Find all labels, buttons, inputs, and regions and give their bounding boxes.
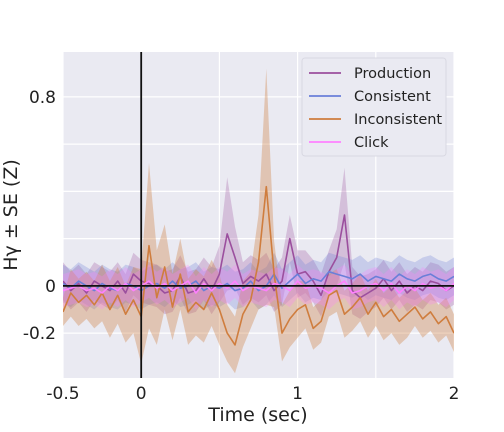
- legend-label-inconsistent: Inconsistent: [354, 112, 442, 128]
- x-tick-label: 1: [292, 384, 303, 404]
- x-axis-label: Time (sec): [207, 404, 307, 426]
- x-tick-label: -0.5: [46, 384, 79, 404]
- series-line-consistent: [63, 270, 454, 292]
- error-band-inconsistent: [63, 68, 454, 374]
- y-axis-label: Hγ ± SE (Z): [0, 159, 22, 270]
- legend-label-click: Click: [354, 135, 389, 151]
- legend-box: [301, 57, 447, 157]
- tick-labels: -0.5 0 1 2 -0.2 0 0.8: [23, 88, 460, 404]
- x-tick-label: 2: [449, 384, 460, 404]
- legend-label-consistent: Consistent: [354, 89, 431, 105]
- y-tick-label: -0.2: [23, 324, 56, 344]
- y-tick-label: 0: [45, 277, 56, 297]
- legend-label-production: Production: [354, 66, 431, 82]
- legend: Production Consistent Inconsistent Click: [301, 57, 447, 157]
- x-tick-label: 0: [136, 384, 147, 404]
- series-line-inconsistent: [63, 185, 454, 346]
- reference-lines: [63, 52, 454, 378]
- y-tick-label: 0.8: [29, 88, 56, 108]
